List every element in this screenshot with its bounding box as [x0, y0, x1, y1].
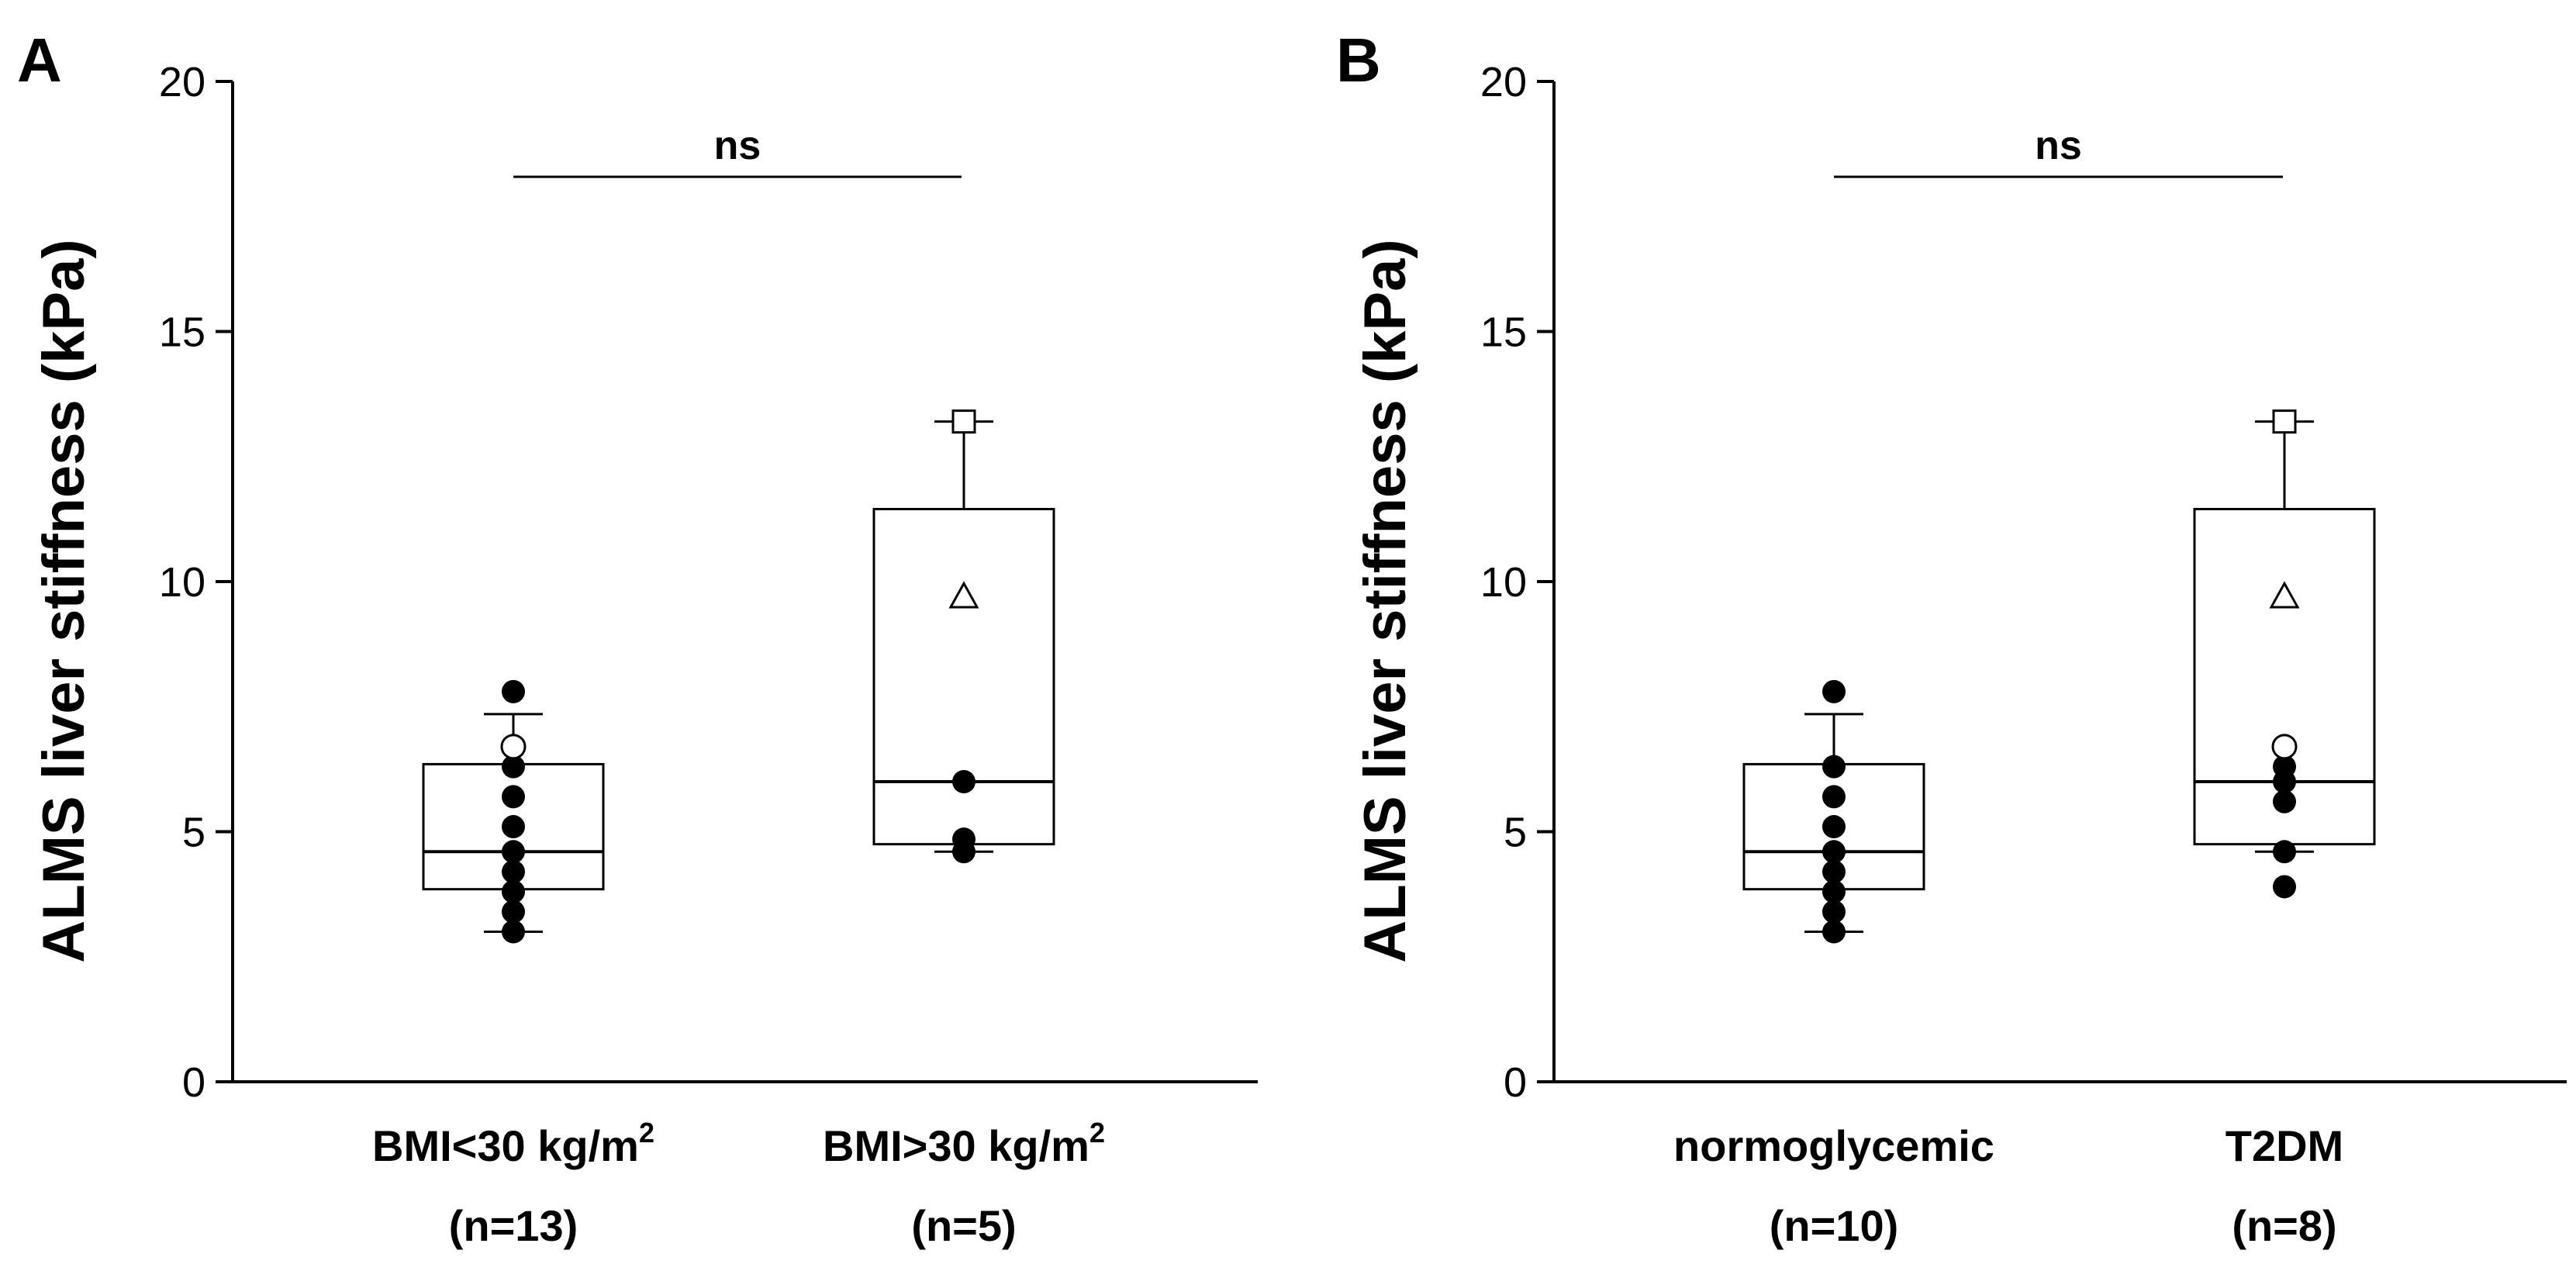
data-point — [1822, 920, 1846, 944]
y-axis-label: ALMS liver stiffness (kPa) — [31, 239, 97, 962]
y-tick-label: 5 — [182, 810, 205, 856]
data-points — [1822, 409, 2300, 944]
data-point — [1822, 785, 1846, 809]
data-point — [502, 785, 525, 809]
category-label: normoglycemic — [1673, 1121, 1994, 1170]
category-label: BMI>30 kg/m2 — [823, 1117, 1105, 1170]
data-point — [1822, 679, 1846, 703]
category-label: BMI<30 kg/m2 — [372, 1117, 654, 1170]
category-n-label: (n=13) — [449, 1201, 578, 1250]
data-point — [951, 409, 976, 434]
data-point — [952, 827, 975, 851]
significance-bracket: ns — [513, 123, 962, 178]
data-point — [2273, 840, 2296, 864]
category-n-label: (n=5) — [911, 1201, 1016, 1250]
data-point — [502, 860, 525, 884]
significance-label: ns — [714, 123, 761, 168]
x-axis-labels: normoglycemic (n=10) T2DM (n=8) — [1673, 1121, 2343, 1250]
data-point — [1822, 860, 1846, 884]
data-point — [1822, 815, 1846, 839]
x-axis-labels: BMI<30 kg/m2 (n=13) BMI>30 kg/m2 (n=5) — [372, 1117, 1105, 1250]
axes: 0 5 10 15 20 — [159, 59, 1258, 1106]
data-point — [948, 581, 979, 609]
data-point — [1822, 840, 1846, 864]
panel-label: A — [17, 26, 62, 95]
y-tick-label: 20 — [159, 59, 205, 105]
significance-bracket: ns — [1834, 123, 2283, 178]
axes: 0 5 10 15 20 — [1480, 59, 2567, 1106]
data-point — [502, 840, 525, 864]
panel-a: A ALMS liver stiffness (kPa) 0 5 10 15 20 ns… — [17, 26, 1258, 1250]
panel-b: B ALMS liver stiffness (kPa) 0 5 10 15 20 ns… — [1336, 26, 2567, 1250]
data-points — [500, 409, 979, 944]
y-tick-label: 0 — [1504, 1059, 1527, 1106]
data-point — [2271, 734, 2298, 760]
category-label: T2DM — [2226, 1121, 2343, 1170]
data-point — [1822, 755, 1846, 779]
data-point — [502, 920, 525, 944]
y-tick-label: 5 — [1504, 810, 1527, 856]
data-point — [2273, 789, 2296, 813]
y-tick-label: 10 — [159, 559, 205, 606]
data-point — [502, 815, 525, 839]
data-point — [2273, 875, 2296, 899]
data-point — [502, 755, 525, 779]
data-point — [1822, 900, 1846, 924]
significance-label: ns — [2035, 123, 2082, 168]
category-n-label: (n=8) — [2232, 1201, 2336, 1250]
data-point — [952, 770, 975, 793]
y-tick-label: 0 — [182, 1059, 205, 1106]
category-n-label: (n=10) — [1770, 1201, 1899, 1250]
y-axis-label: ALMS liver stiffness (kPa) — [1352, 239, 1418, 962]
data-point — [2269, 581, 2300, 609]
data-point — [502, 900, 525, 924]
y-tick-label: 10 — [1480, 559, 1527, 606]
data-point — [2272, 409, 2297, 434]
data-point — [502, 679, 525, 703]
y-tick-label: 15 — [159, 309, 205, 356]
data-point — [502, 879, 525, 903]
data-point — [1822, 879, 1846, 903]
y-tick-label: 20 — [1480, 59, 1527, 105]
y-tick-label: 15 — [1480, 309, 1527, 356]
data-point — [2273, 755, 2296, 779]
data-point — [500, 734, 527, 760]
panel-label: B — [1336, 26, 1381, 95]
box — [872, 507, 1055, 846]
